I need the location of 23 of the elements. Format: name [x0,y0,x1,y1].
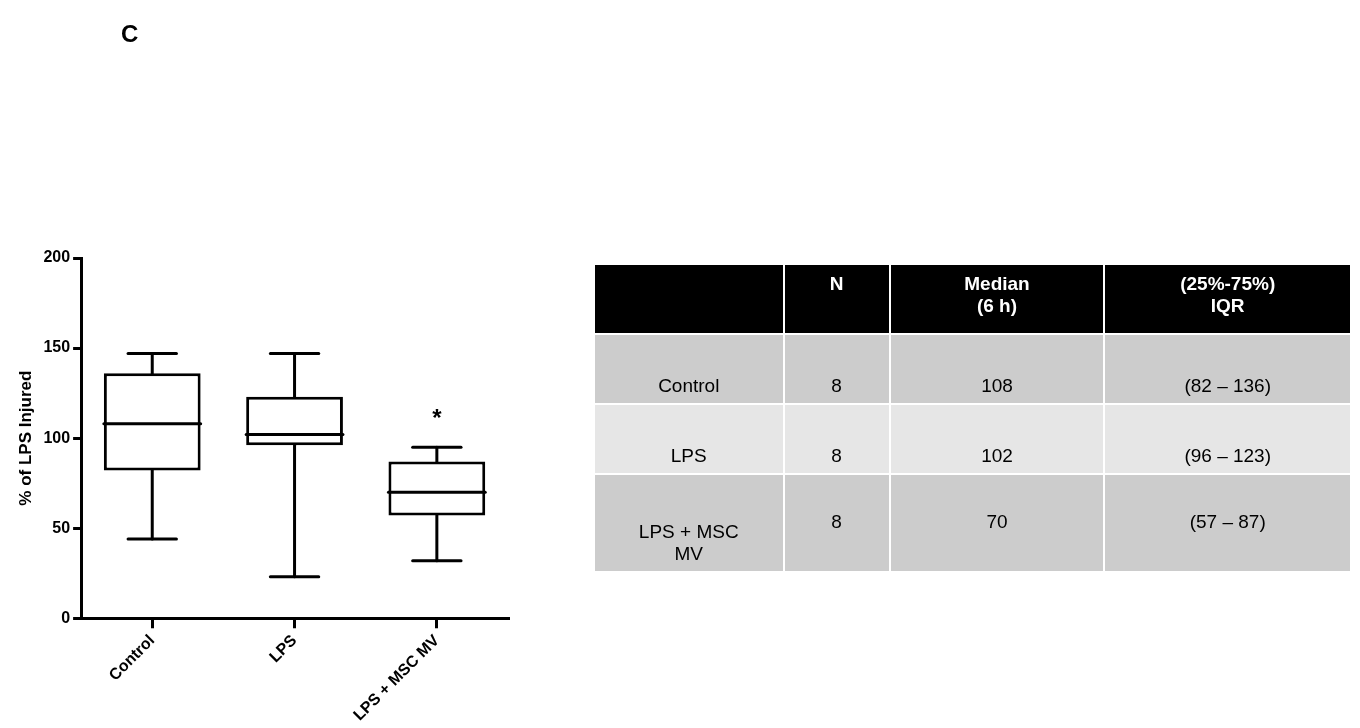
chart-title: C [121,20,139,48]
y-tick-label: 150 [43,338,71,356]
category-label: (25%-75%) IQR [1104,264,1351,334]
y-tick-label: 50 [52,518,71,536]
y-tick-label: 100 [43,428,71,446]
text: (96 – 123) [1184,445,1272,466]
category-label: Median (6 h) [889,264,1105,334]
text: 70 [986,511,1008,532]
text: 108 [981,375,1013,396]
text: 102 [981,445,1013,466]
y-tick-label: 200 [43,248,71,266]
category-label: Control [658,375,720,396]
annotation: * [432,403,443,431]
text: 8 [831,375,842,396]
category-label: N [783,264,890,334]
text: (57 – 87) [1189,511,1266,532]
text: 8 [831,445,842,466]
category-label: LPS + MSC MV [638,521,739,564]
text: (82 – 136) [1184,375,1272,396]
y-axis-title: % of LPS Injured [15,370,35,506]
text: 8 [831,511,842,532]
y-tick-label: 0 [61,608,71,626]
category-label: LPS [670,445,707,466]
